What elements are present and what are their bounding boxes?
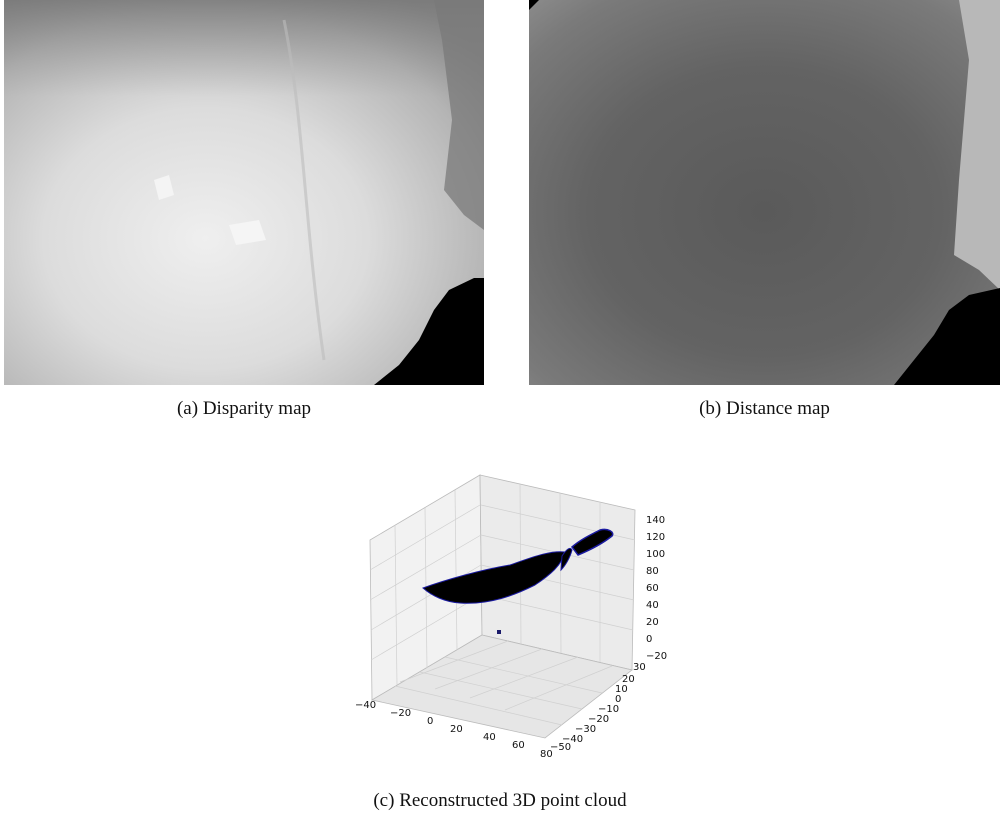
caption-c: (c) Reconstructed 3D point cloud: [373, 790, 627, 811]
z-axis-ticks: 140 120 100 80 60 40 20 0 −20: [646, 515, 667, 662]
svg-text:30: 30: [633, 662, 646, 673]
floor-pane: [370, 634, 633, 739]
x-axis-ticks: −40 −20 0 20 40 60 80: [355, 700, 553, 760]
svg-text:100: 100: [646, 549, 665, 560]
point-cloud-3d-plot: 140 120 100 80 60 40 20 0 −20 30 20 10 0…: [350, 470, 680, 770]
svg-text:140: 140: [646, 515, 665, 526]
svg-text:80: 80: [646, 566, 659, 577]
disparity-map-image: [4, 0, 484, 385]
svg-text:−50: −50: [550, 742, 571, 753]
svg-text:0: 0: [615, 694, 621, 705]
svg-text:−20: −20: [646, 651, 667, 662]
svg-text:−20: −20: [390, 708, 411, 719]
point-cloud-fragment: [570, 528, 614, 556]
svg-text:−40: −40: [562, 734, 583, 745]
svg-text:10: 10: [615, 684, 628, 695]
svg-text:40: 40: [483, 732, 496, 743]
svg-text:−10: −10: [598, 704, 619, 715]
svg-text:0: 0: [646, 634, 652, 645]
svg-text:−30: −30: [575, 724, 596, 735]
svg-text:60: 60: [646, 583, 659, 594]
svg-text:20: 20: [622, 674, 635, 685]
caption-a: (a) Disparity map: [176, 398, 311, 419]
y-axis-ticks: 30 20 10 0 −10 −20 −30 −40 −50: [550, 662, 646, 753]
svg-text:20: 20: [646, 617, 659, 628]
svg-text:120: 120: [646, 532, 665, 543]
svg-text:−40: −40: [355, 700, 376, 711]
svg-text:20: 20: [450, 724, 463, 735]
svg-text:−20: −20: [588, 714, 609, 725]
svg-text:80: 80: [540, 749, 553, 760]
caption-b: (b) Distance map: [699, 398, 830, 419]
svg-text:60: 60: [512, 740, 525, 751]
svg-text:40: 40: [646, 600, 659, 611]
distance-map-image: [529, 0, 1000, 385]
outlier-point: [497, 630, 501, 634]
svg-text:0: 0: [427, 716, 433, 727]
point-cloud-main: [422, 551, 566, 604]
